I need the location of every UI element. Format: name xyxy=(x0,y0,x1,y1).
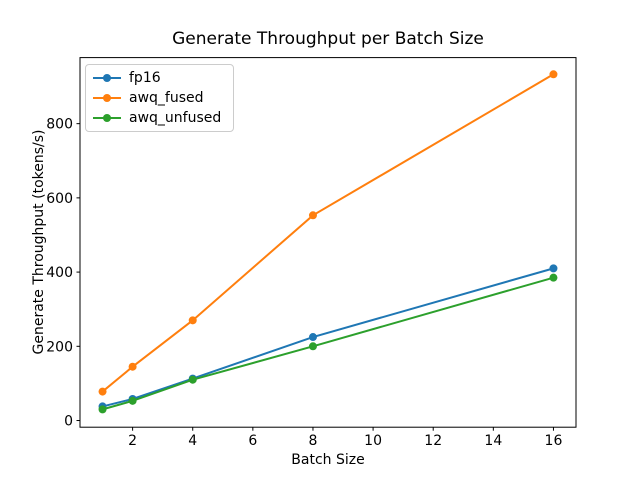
chart-title: Generate Throughput per Batch Size xyxy=(172,29,484,49)
data-point-awq_unfused xyxy=(308,342,317,351)
legend-label: awq_fused xyxy=(129,90,204,106)
legend-item-awq_unfused: awq_unfused xyxy=(86,108,233,128)
y-tick-label: 400 xyxy=(46,265,73,281)
legend-marker-icon xyxy=(93,74,121,82)
legend-label: fp16 xyxy=(129,70,161,86)
y-tick-label: 200 xyxy=(46,339,73,355)
legend-item-fp16: fp16 xyxy=(86,68,233,88)
series-line-awq_unfused xyxy=(102,276,554,411)
data-point-fp16 xyxy=(549,264,558,273)
legend-marker-icon xyxy=(93,114,121,122)
data-point-fp16 xyxy=(308,333,317,342)
x-axis-label: Batch Size xyxy=(291,452,365,468)
y-tick-label: 600 xyxy=(46,191,73,207)
legend-label: awq_unfused xyxy=(129,110,222,126)
x-tick-label: 8 xyxy=(309,433,318,449)
x-tick-label: 14 xyxy=(484,433,502,449)
legend-item-awq_fused: awq_fused xyxy=(86,88,233,108)
data-point-awq_unfused xyxy=(549,273,558,282)
x-tick-label: 12 xyxy=(424,433,442,449)
data-point-awq_fused xyxy=(98,387,107,396)
data-point-awq_unfused xyxy=(128,396,137,405)
x-tick-label: 2 xyxy=(128,433,137,449)
data-point-awq_unfused xyxy=(98,405,107,414)
data-point-awq_fused xyxy=(188,316,197,325)
data-point-awq_fused xyxy=(308,211,317,220)
data-point-awq_fused xyxy=(128,362,137,371)
axes-frame xyxy=(79,57,577,428)
data-point-awq_unfused xyxy=(188,375,197,384)
x-tick-label: 6 xyxy=(248,433,257,449)
y-tick-label: 800 xyxy=(46,117,73,133)
x-tick-label: 16 xyxy=(545,433,563,449)
data-point-awq_fused xyxy=(549,70,558,79)
y-tick-label: 0 xyxy=(64,414,73,430)
legend-marker-icon xyxy=(93,94,121,102)
x-tick-label: 10 xyxy=(364,433,382,449)
legend: fp16 awq_fused awq_unfused xyxy=(85,64,234,132)
x-tick-label: 4 xyxy=(188,433,197,449)
